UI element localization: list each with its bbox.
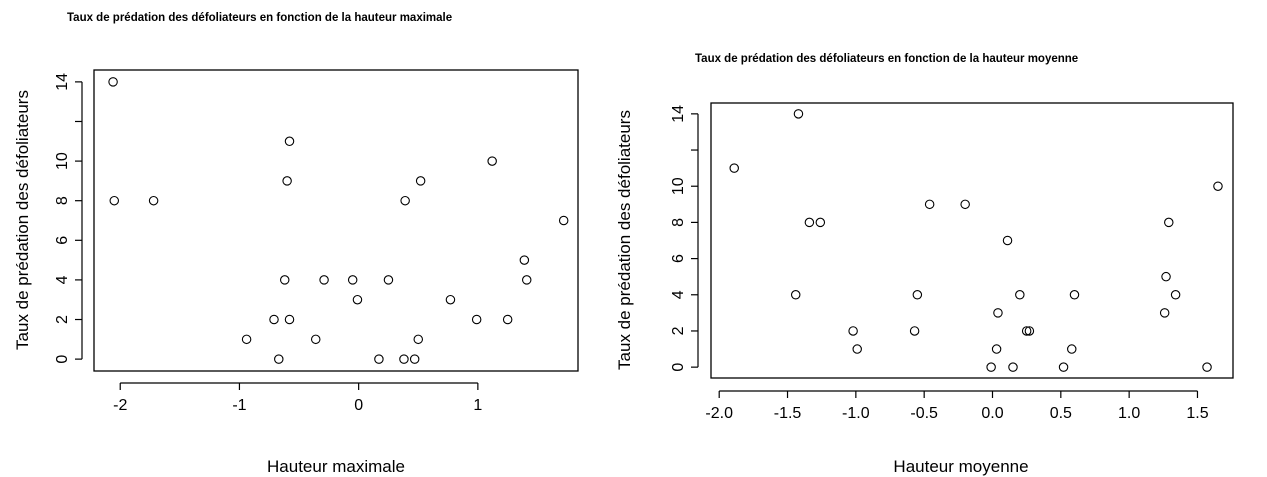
data-point xyxy=(848,326,858,336)
plot-frame xyxy=(93,69,579,372)
data-point xyxy=(279,275,290,285)
y-tick-label: 4 xyxy=(54,275,71,284)
data-point xyxy=(415,176,426,186)
x-tick-label: -2 xyxy=(113,397,127,414)
y-tick-label: 0 xyxy=(670,363,687,372)
y-tick-label: 0 xyxy=(54,355,71,364)
data-point xyxy=(1002,235,1013,246)
data-point xyxy=(284,314,295,325)
data-point xyxy=(1213,181,1223,191)
data-point xyxy=(502,314,513,325)
x-axis-label: Hauteur moyenne xyxy=(893,457,1028,476)
data-point xyxy=(852,344,862,354)
y-tick-label: 8 xyxy=(670,218,687,227)
y-tick-label: 6 xyxy=(670,254,687,263)
chart-mean-height: Taux de prédation des défoliateurs en fo… xyxy=(615,53,1234,476)
data-point xyxy=(269,314,279,325)
data-point xyxy=(1008,362,1018,372)
data-point xyxy=(109,195,120,206)
chart-title: Taux de prédation des défoliateurs en fo… xyxy=(695,53,1078,65)
y-axis: 0 2 4 6 8 10 14 xyxy=(670,105,699,372)
y-tick-label: 2 xyxy=(670,326,687,335)
x-tick-label: 1 xyxy=(473,397,482,414)
data-point xyxy=(1067,344,1077,354)
data-point xyxy=(445,294,456,305)
y-tick-label: 2 xyxy=(54,315,71,324)
y-tick-label: 10 xyxy=(670,177,687,195)
data-point xyxy=(347,275,358,285)
data-point xyxy=(790,290,801,300)
data-point xyxy=(108,77,118,87)
y-axis-label: Taux de prédation des défoliateurs xyxy=(615,110,634,370)
x-tick-label: -1.5 xyxy=(774,405,802,422)
data-point xyxy=(1164,217,1174,228)
y-tick-label: 14 xyxy=(670,105,687,123)
chart-max-height: Taux de prédation des défoliateurs en fo… xyxy=(13,12,579,476)
x-tick-label: 1.0 xyxy=(1118,405,1140,422)
data-point xyxy=(793,109,804,119)
x-tick-label: 0.5 xyxy=(1050,405,1072,422)
data-point xyxy=(310,334,321,345)
x-tick-label: -0.5 xyxy=(910,405,938,422)
data-point xyxy=(400,195,410,206)
data-point xyxy=(804,217,815,228)
x-tick-label: 1.5 xyxy=(1186,405,1208,422)
data-point xyxy=(274,354,284,364)
x-tick-label: 0.0 xyxy=(981,405,1003,422)
data-point xyxy=(399,354,409,364)
data-point xyxy=(383,275,394,285)
data-point xyxy=(521,275,532,285)
x-axis-label: Hauteur maximale xyxy=(267,457,405,476)
x-tick-label: -1 xyxy=(232,397,246,414)
data-point xyxy=(319,275,329,285)
data-point xyxy=(815,217,826,228)
data-point xyxy=(352,294,363,305)
data-point xyxy=(1058,362,1069,372)
scatter-points xyxy=(729,109,1223,372)
data-point xyxy=(471,314,482,325)
y-axis-label: Taux de prédation des défoliateurs xyxy=(13,90,32,350)
scatter-points xyxy=(108,77,569,364)
data-point xyxy=(374,354,384,364)
y-tick-label: 8 xyxy=(54,196,71,205)
data-point xyxy=(1161,271,1171,282)
data-point xyxy=(1159,308,1170,318)
data-point xyxy=(284,136,295,147)
y-tick-label: 14 xyxy=(54,73,71,91)
data-point xyxy=(519,255,530,265)
plot-frame xyxy=(710,102,1234,379)
y-axis: 0 2 4 6 8 10 14 xyxy=(54,73,83,364)
y-tick-label: 4 xyxy=(670,290,687,299)
data-point xyxy=(924,199,935,210)
data-point xyxy=(241,334,252,345)
data-point xyxy=(1015,290,1025,300)
data-point xyxy=(986,362,996,372)
y-tick-label: 6 xyxy=(54,236,71,245)
data-point xyxy=(912,290,923,300)
data-point xyxy=(960,199,970,210)
data-point xyxy=(1024,326,1035,336)
chart-title: Taux de prédation des défoliateurs en fo… xyxy=(67,12,452,24)
y-tick-label: 10 xyxy=(54,152,71,170)
data-point xyxy=(1021,326,1032,336)
x-tick-label: 0 xyxy=(354,397,363,414)
data-point xyxy=(148,195,159,206)
x-tick-label: -2.0 xyxy=(705,405,733,422)
data-point xyxy=(282,176,292,186)
x-tick-label: -1.0 xyxy=(842,405,870,422)
data-point xyxy=(991,344,1002,354)
data-point xyxy=(487,156,497,166)
data-point xyxy=(1170,290,1181,300)
data-point xyxy=(413,334,424,345)
data-point xyxy=(409,354,420,364)
data-point xyxy=(1202,362,1212,372)
data-point xyxy=(729,163,739,173)
data-point xyxy=(909,326,920,336)
data-point xyxy=(1069,290,1080,300)
x-axis: -2.0 -1.5 -1.0 -0.5 0.0 0.5 1.0 1.5 xyxy=(705,390,1209,422)
x-axis: -2 -1 0 1 xyxy=(113,382,482,414)
data-point xyxy=(558,215,569,226)
data-point xyxy=(993,308,1003,318)
